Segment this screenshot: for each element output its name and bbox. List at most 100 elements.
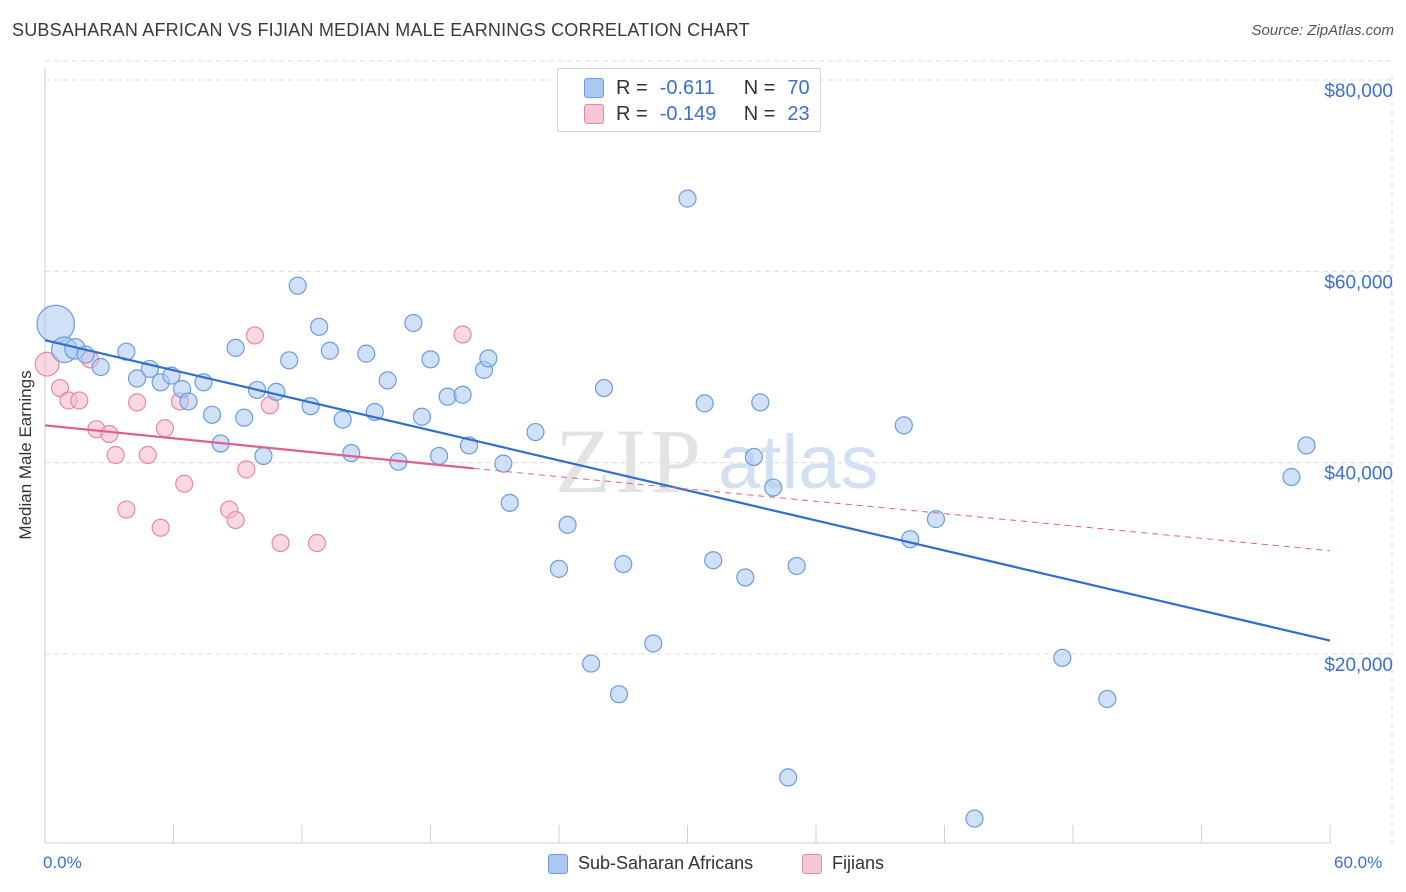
sub-saharan-point [1053, 648, 1072, 667]
sub-saharan-points [36, 189, 1316, 828]
sub-saharan-point [1282, 467, 1301, 487]
sub-saharan-point [127, 369, 147, 388]
fijian-point [100, 424, 119, 444]
sub-saharan-point [582, 654, 601, 673]
legend-r-label: R = [616, 76, 648, 99]
legend-r-value: -0.149 [659, 102, 717, 125]
fijian-point [237, 460, 256, 479]
fijian-point [70, 391, 89, 410]
fijian-point [271, 533, 290, 553]
legend-item-sub-saharan[interactable]: Sub-Saharan Africans [548, 853, 753, 874]
sub-saharan-point [1098, 689, 1117, 709]
sub-saharan-point [202, 405, 222, 424]
fijian-point [117, 500, 136, 519]
x-tick-max: 60.0% [1334, 853, 1383, 872]
y-tick-label: $60,000 [1324, 272, 1393, 293]
sub-saharan-point [558, 515, 577, 534]
grid-lines [45, 60, 1393, 843]
legend-r-value: -0.611 [659, 76, 715, 99]
sub-saharan-point [704, 551, 723, 570]
sub-saharan-point [695, 394, 714, 413]
fijian-point [453, 325, 472, 344]
legend-n-value: 70 [787, 76, 810, 99]
sub-saharan-point [91, 357, 110, 377]
sub-saharan-point [235, 408, 254, 427]
sub-saharan-point [609, 685, 629, 704]
legend-n-label: N = [743, 76, 776, 99]
series-legend: Sub-Saharan Africans Fijians [0, 853, 1406, 877]
sub-saharan-point [744, 447, 763, 467]
sub-saharan-point [1297, 436, 1316, 455]
chart-source: Source: ZipAtlas.com [1251, 22, 1394, 39]
y-axis-label: Median Male Earnings [16, 370, 35, 540]
fijian-point [127, 393, 147, 412]
watermark-atlas: atlas [718, 420, 879, 505]
y-tick-label: $80,000 [1324, 81, 1393, 102]
sub-saharan-point [421, 350, 440, 369]
sub-saharan-point [965, 809, 984, 828]
sub-saharan-point [479, 349, 498, 368]
fijian-point [151, 518, 170, 537]
legend-row-pink: R = -0.149 N = 23 [584, 103, 810, 125]
y-tick-label: $20,000 [1324, 655, 1393, 676]
sub-saharan-point [644, 634, 663, 653]
fijian-point [106, 445, 125, 465]
watermark-zip: ZIP [555, 410, 705, 512]
sub-saharan-point [494, 454, 513, 473]
fijian-point [50, 378, 70, 398]
legend-n-label: N = [743, 102, 776, 125]
trend-lines [44, 339, 1331, 642]
sub-saharan-point [894, 416, 913, 435]
fijian-point [245, 326, 264, 345]
legend-swatch-pink [584, 104, 604, 124]
legend-swatch-pink [802, 853, 822, 874]
fijian-point [155, 419, 175, 438]
sub-saharan-point [342, 444, 361, 463]
y-tick-label: $40,000 [1324, 464, 1393, 485]
sub-saharan-point [320, 341, 339, 360]
fijians-points [34, 325, 472, 553]
legend-label: Fijians [832, 853, 885, 873]
sub-saharan-point [549, 559, 569, 578]
fijian-point [226, 510, 245, 530]
axes [44, 68, 1331, 844]
sub-saharan-point [779, 768, 798, 787]
sub-saharan-point [226, 338, 245, 357]
x-tick-min: 0.0% [43, 853, 82, 872]
sub-saharan-point [926, 510, 946, 529]
sub-saharan-point [787, 556, 806, 576]
chart-title: SUBSAHARAN AFRICAN VS FIJIAN MEDIAN MALE… [12, 20, 750, 40]
sub-saharan-point [526, 422, 545, 442]
fijian-point [307, 533, 327, 553]
sub-saharan-point [500, 493, 519, 512]
correlation-legend: R = -0.611 N = 70 R = -0.149 N = 23 [557, 68, 821, 132]
sub-saharan-point [678, 189, 697, 208]
legend-item-fijians[interactable]: Fijians [802, 853, 884, 874]
legend-row-blue: R = -0.611 N = 70 [584, 77, 810, 99]
sub-saharan-point [378, 371, 397, 390]
fijian-point [34, 351, 60, 377]
sub-saharan-point [901, 530, 920, 549]
sub-saharan-point [36, 304, 76, 344]
sub-saharan-point [288, 276, 307, 295]
fijian-point [175, 474, 194, 493]
sub-saharan-point [438, 387, 457, 406]
sub-saharan-point [179, 392, 198, 411]
sub-saharan-trend-line [44, 339, 1331, 642]
sub-saharan-point [614, 554, 633, 574]
sub-saharan-point [310, 317, 329, 336]
sub-saharan-point [751, 393, 770, 412]
sub-saharan-point [429, 446, 449, 466]
legend-swatch-blue [548, 853, 568, 874]
legend-r-label: R = [616, 102, 648, 125]
sub-saharan-point [736, 568, 755, 587]
sub-saharan-point [254, 446, 273, 466]
legend-label: Sub-Saharan Africans [578, 853, 754, 873]
y-tick-labels: $20,000 $40,000 $60,000 $80,000 [1324, 81, 1393, 676]
sub-saharan-point [412, 407, 432, 426]
fijian-trend-line [44, 424, 474, 470]
fijian-point [138, 445, 157, 465]
watermark: ZIP atlas [555, 410, 879, 512]
sub-saharan-point [357, 344, 376, 363]
